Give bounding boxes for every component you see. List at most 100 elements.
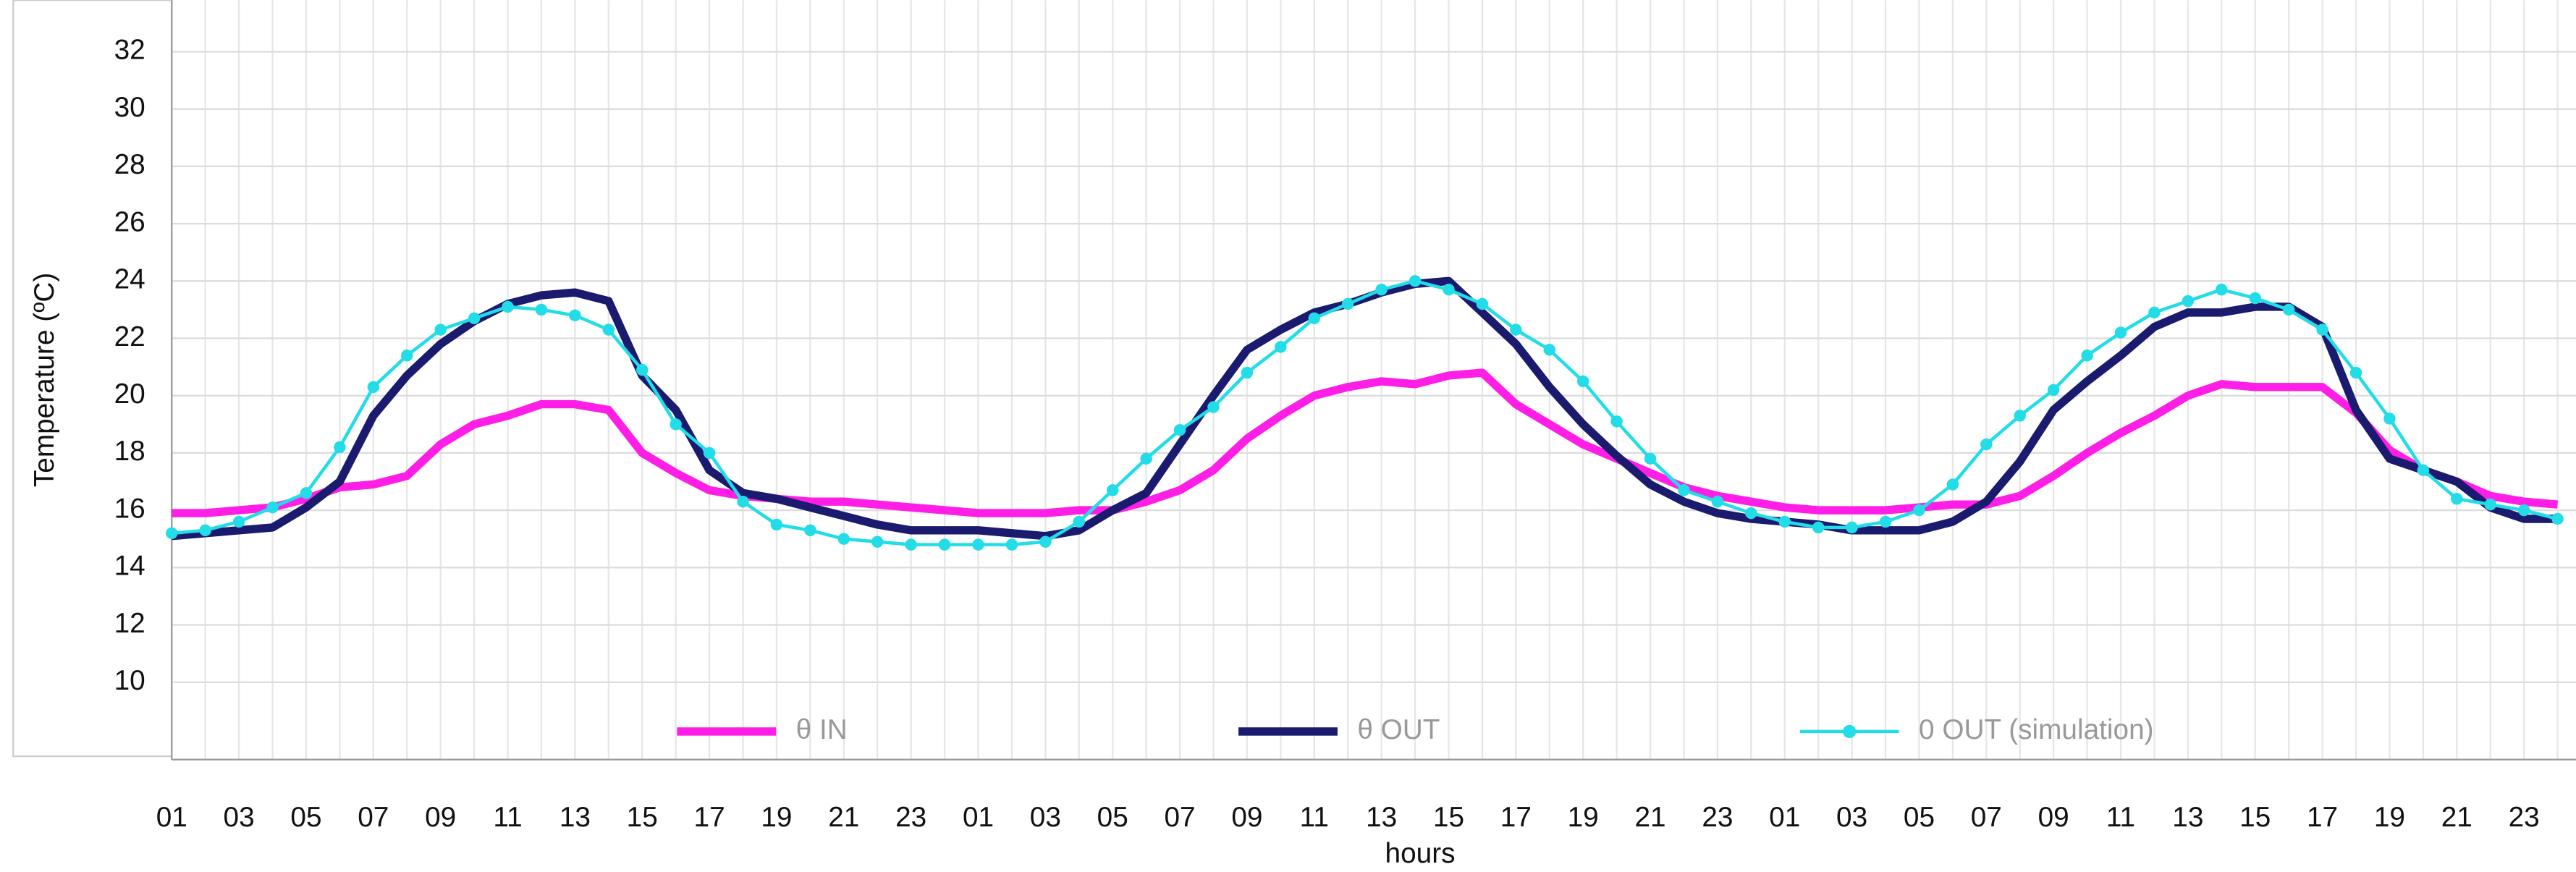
series-marker (1005, 538, 1018, 551)
series-marker (1812, 521, 1825, 534)
series-marker (2551, 512, 2564, 525)
series-marker (670, 418, 682, 431)
series-marker (334, 441, 346, 454)
y-tick-label: 16 (114, 493, 145, 524)
x-tick-label: 09 (1231, 802, 1262, 833)
series-marker (2182, 295, 2195, 308)
x-tick-label: 03 (1030, 802, 1061, 833)
x-tick-label: 01 (1769, 802, 1800, 833)
series-line (172, 368, 2559, 517)
series-marker (2014, 410, 2026, 422)
series-marker (737, 496, 749, 508)
x-tick-label: 17 (694, 802, 725, 833)
x-tick-label: 11 (2106, 802, 2135, 833)
series-marker (535, 303, 548, 316)
x-tick-label: 03 (224, 802, 255, 833)
series-marker (703, 446, 716, 460)
y-tick-label: 24 (114, 264, 145, 295)
series-marker (972, 538, 984, 551)
x-tick-label: 05 (290, 802, 321, 833)
y-tick-label: 28 (114, 149, 145, 180)
series-line (172, 279, 2559, 546)
series-marker (1039, 536, 1052, 548)
series-marker (1510, 323, 1522, 336)
x-tick-label: 19 (2374, 802, 2405, 833)
series-marker (2316, 323, 2328, 336)
series-marker (1946, 478, 1959, 491)
series-marker (2417, 464, 2430, 476)
series-marker (266, 501, 279, 514)
series-marker (1443, 283, 1455, 296)
series-marker (1409, 275, 1422, 287)
x-tick-label: 17 (1500, 802, 1532, 833)
series-marker (1678, 484, 1690, 496)
series-marker (300, 487, 313, 499)
series-marker (1241, 366, 1254, 379)
series-marker (434, 323, 447, 336)
x-tick-label: 13 (559, 802, 591, 833)
x-tick-label: 15 (2239, 802, 2271, 833)
series-marker (2081, 350, 2093, 362)
x-tick-label: 19 (1568, 802, 1599, 833)
x-tick-label: 07 (1971, 802, 2002, 833)
y-tick-label: 14 (114, 551, 145, 582)
y-tick-label: 12 (114, 608, 145, 639)
y-tick-label: 32 (114, 35, 145, 66)
legend-marker (1843, 724, 1857, 738)
y-tick-label: 22 (114, 321, 145, 352)
series-marker (1476, 297, 1489, 310)
y-tick-label: 20 (114, 378, 145, 410)
x-axis-title: hours (1385, 838, 1456, 869)
x-tick-label: 13 (2172, 802, 2203, 833)
x-tick-label: 21 (2441, 802, 2472, 833)
series-marker (2047, 384, 2060, 397)
x-tick-label: 11 (1300, 802, 1329, 833)
x-tick-label: 05 (1904, 802, 1935, 833)
series-marker (166, 527, 178, 540)
x-tick-label: 11 (493, 802, 522, 833)
series-marker (636, 363, 649, 376)
x-tick-label: 21 (828, 802, 859, 833)
series-marker (2114, 326, 2127, 339)
series-marker (2249, 292, 2261, 305)
series-marker (232, 515, 245, 528)
x-tick-label: 01 (156, 802, 187, 833)
series-marker (837, 533, 850, 545)
series-marker (468, 312, 481, 325)
x-tick-label: 05 (1097, 802, 1128, 833)
series-marker (1341, 297, 1354, 310)
series-marker (871, 536, 884, 548)
series-marker (1308, 312, 1320, 325)
series-marker (1375, 283, 1388, 296)
y-tick-label: 30 (114, 92, 145, 123)
series-marker (1711, 496, 1724, 508)
series-marker (602, 323, 615, 336)
x-tick-label: 23 (2509, 802, 2540, 833)
series-marker (1173, 424, 1186, 436)
series-marker (367, 381, 380, 394)
y-tick-label: 26 (114, 206, 145, 237)
series-marker (1207, 401, 1220, 413)
series-marker (1543, 344, 1555, 356)
x-tick-label: 09 (2038, 802, 2069, 833)
series-marker (1980, 438, 1993, 451)
series-marker (1644, 452, 1657, 465)
series-marker (938, 538, 951, 551)
series-marker (1610, 415, 1623, 428)
series-marker (1576, 375, 1589, 388)
y-tick-label: 10 (114, 665, 145, 696)
x-tick-label: 23 (895, 802, 926, 833)
series-marker (804, 524, 816, 537)
series-marker (2216, 283, 2228, 296)
x-tick-label: 17 (2307, 802, 2338, 833)
series-marker (2282, 303, 2295, 316)
series-marker (2451, 493, 2463, 505)
legend-label: 0 OUT (simulation) (1919, 714, 2154, 745)
series-marker (905, 538, 917, 551)
x-tick-label: 13 (1366, 802, 1397, 833)
series-marker (1913, 504, 1925, 517)
series-marker (770, 518, 783, 531)
series-marker (1778, 515, 1791, 528)
